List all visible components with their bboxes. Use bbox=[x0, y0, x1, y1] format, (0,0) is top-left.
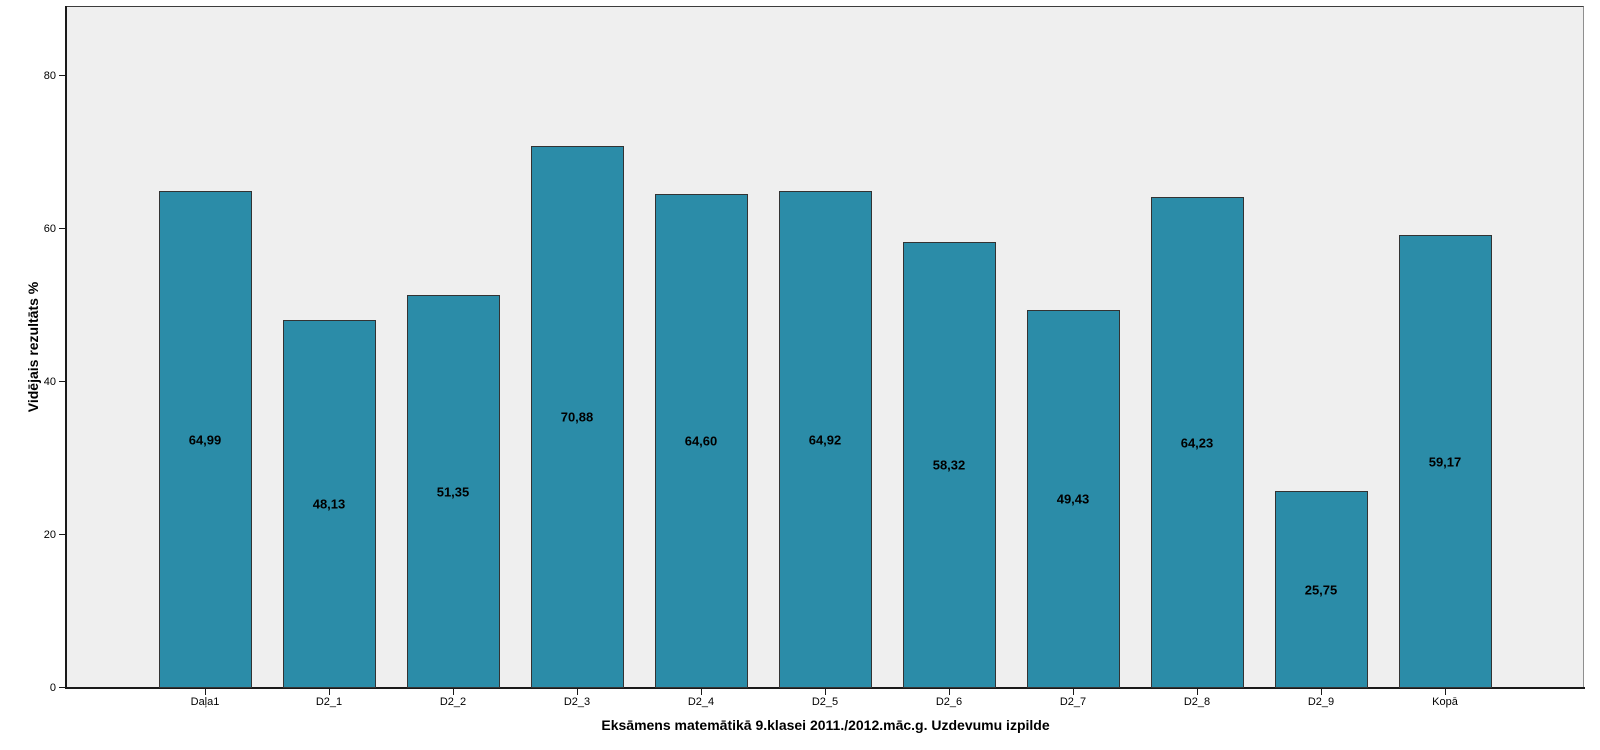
y-axis-title: Vidējais rezultāts % bbox=[25, 281, 41, 413]
bar-value-label: 59,17 bbox=[1428, 454, 1462, 469]
bar-D2_4: 64,60 bbox=[654, 194, 748, 688]
bar-value-label: 58,32 bbox=[932, 457, 966, 473]
y-tick-mark bbox=[59, 534, 66, 535]
y-axis-line bbox=[65, 6, 67, 688]
bar-Kopā: 59,17 bbox=[1398, 235, 1492, 688]
x-tick-mark bbox=[205, 689, 206, 695]
y-tick-mark bbox=[59, 687, 66, 688]
x-tick-mark bbox=[949, 689, 950, 695]
x-tick-label-D2_5: D2_5 bbox=[811, 696, 839, 708]
x-tick-mark bbox=[1445, 689, 1446, 695]
bar-D2_5: 64,92 bbox=[778, 191, 872, 688]
y-tick-mark bbox=[59, 381, 66, 382]
bar-value-label: 48,13 bbox=[312, 496, 346, 512]
bar-D2_2: 51,35 bbox=[406, 295, 500, 688]
bar-D2_1: 48,13 bbox=[282, 320, 376, 688]
x-tick-label-D2_8: D2_8 bbox=[1183, 696, 1211, 708]
x-tick-label-D2_3: D2_3 bbox=[563, 696, 591, 708]
x-tick-mark bbox=[453, 689, 454, 695]
y-tick-mark bbox=[59, 75, 66, 76]
x-tick-label-Daļa1: Daļa1 bbox=[190, 696, 220, 708]
y-tick-label: 60 bbox=[43, 223, 56, 235]
x-tick-label-D2_9: D2_9 bbox=[1307, 696, 1335, 708]
bar-value-label: 64,60 bbox=[684, 433, 718, 449]
bar-D2_9: 25,75 bbox=[1274, 491, 1368, 688]
x-tick-mark bbox=[1321, 689, 1322, 695]
x-axis-line bbox=[65, 687, 1585, 689]
bar-D2_6: 58,32 bbox=[902, 242, 996, 688]
y-tick-label: 80 bbox=[43, 70, 56, 82]
x-tick-mark bbox=[825, 689, 826, 695]
bar-value-label: 64,23 bbox=[1180, 435, 1214, 450]
x-tick-label-D2_7: D2_7 bbox=[1059, 696, 1087, 708]
y-tick-label: 0 bbox=[49, 682, 56, 694]
x-tick-mark bbox=[1197, 689, 1198, 695]
bar-value-label: 70,88 bbox=[560, 409, 594, 425]
x-tick-label-D2_4: D2_4 bbox=[687, 696, 715, 708]
x-tick-label-D2_2: D2_2 bbox=[439, 696, 467, 708]
bar-value-label: 51,35 bbox=[436, 484, 470, 499]
bar-Daļa1: 64,99 bbox=[158, 191, 252, 688]
bar-value-label: 49,43 bbox=[1056, 491, 1090, 507]
y-tick-label: 20 bbox=[43, 529, 56, 541]
x-tick-label-Kopā: Kopā bbox=[1432, 696, 1458, 708]
bar-D2_3: 70,88 bbox=[530, 146, 624, 688]
y-tick-label: 40 bbox=[43, 376, 56, 388]
x-tick-mark bbox=[701, 689, 702, 695]
x-tick-mark bbox=[1073, 689, 1074, 695]
x-tick-label-D2_6: D2_6 bbox=[935, 696, 963, 708]
y-tick-mark bbox=[59, 228, 66, 229]
bar-value-label: 64,92 bbox=[808, 432, 842, 447]
x-tick-mark bbox=[329, 689, 330, 695]
bar-D2_7: 49,43 bbox=[1026, 310, 1120, 688]
bar-D2_8: 64,23 bbox=[1150, 197, 1244, 688]
bar-value-label: 25,75 bbox=[1304, 582, 1338, 597]
x-axis-title: Eksāmens matemātikā 9.klasei 2011./2012.… bbox=[601, 717, 1050, 733]
x-tick-mark bbox=[577, 689, 578, 695]
x-tick-label-D2_1: D2_1 bbox=[315, 696, 343, 708]
bar-value-label: 64,99 bbox=[188, 432, 222, 447]
